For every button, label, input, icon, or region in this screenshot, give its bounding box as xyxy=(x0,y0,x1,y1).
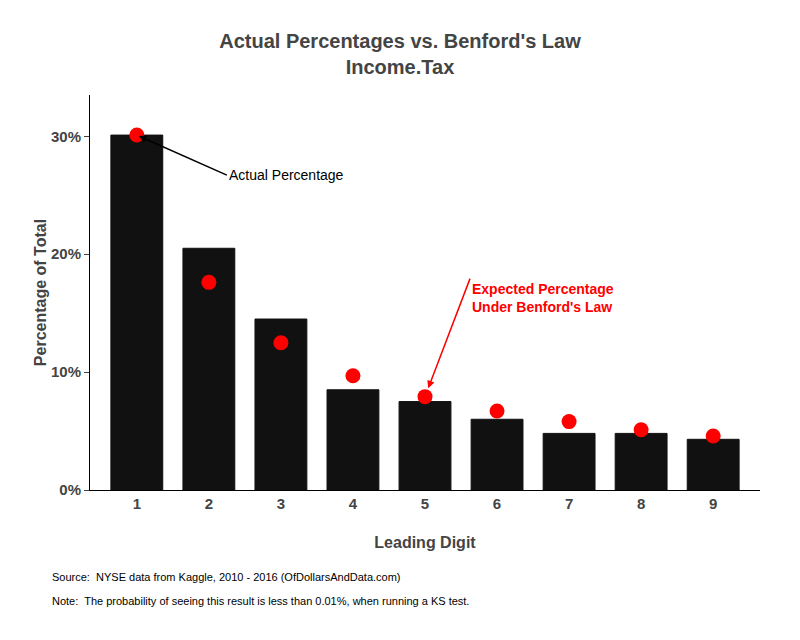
svg-text:2: 2 xyxy=(205,495,213,512)
svg-text:6: 6 xyxy=(493,495,501,512)
svg-text:Expected PercentageUnder Benfo: Expected PercentageUnder Benford's Law xyxy=(472,281,614,315)
svg-text:Leading Digit: Leading Digit xyxy=(374,534,476,551)
svg-text:Actual Percentages vs. Benford: Actual Percentages vs. Benford's LawInco… xyxy=(219,30,581,78)
svg-text:8: 8 xyxy=(637,495,645,512)
svg-text:7: 7 xyxy=(565,495,573,512)
svg-text:9: 9 xyxy=(709,495,717,512)
svg-text:Actual Percentage: Actual Percentage xyxy=(229,167,344,183)
svg-text:Percentage of Total: Percentage of Total xyxy=(32,219,49,366)
svg-text:5: 5 xyxy=(421,495,429,512)
svg-text:3: 3 xyxy=(277,495,285,512)
svg-text:1: 1 xyxy=(133,495,141,512)
svg-text:4: 4 xyxy=(349,495,358,512)
svg-text:20%: 20% xyxy=(51,245,81,262)
svg-text:0%: 0% xyxy=(59,481,81,498)
svg-text:Source: NYSE data from Kaggle: Source: NYSE data from Kaggle, 2010 - 20… xyxy=(52,571,401,583)
svg-text:30%: 30% xyxy=(51,128,81,145)
svg-text:10%: 10% xyxy=(51,363,81,380)
svg-text:Note: The probability of seei: Note: The probability of seeing this res… xyxy=(52,595,469,607)
